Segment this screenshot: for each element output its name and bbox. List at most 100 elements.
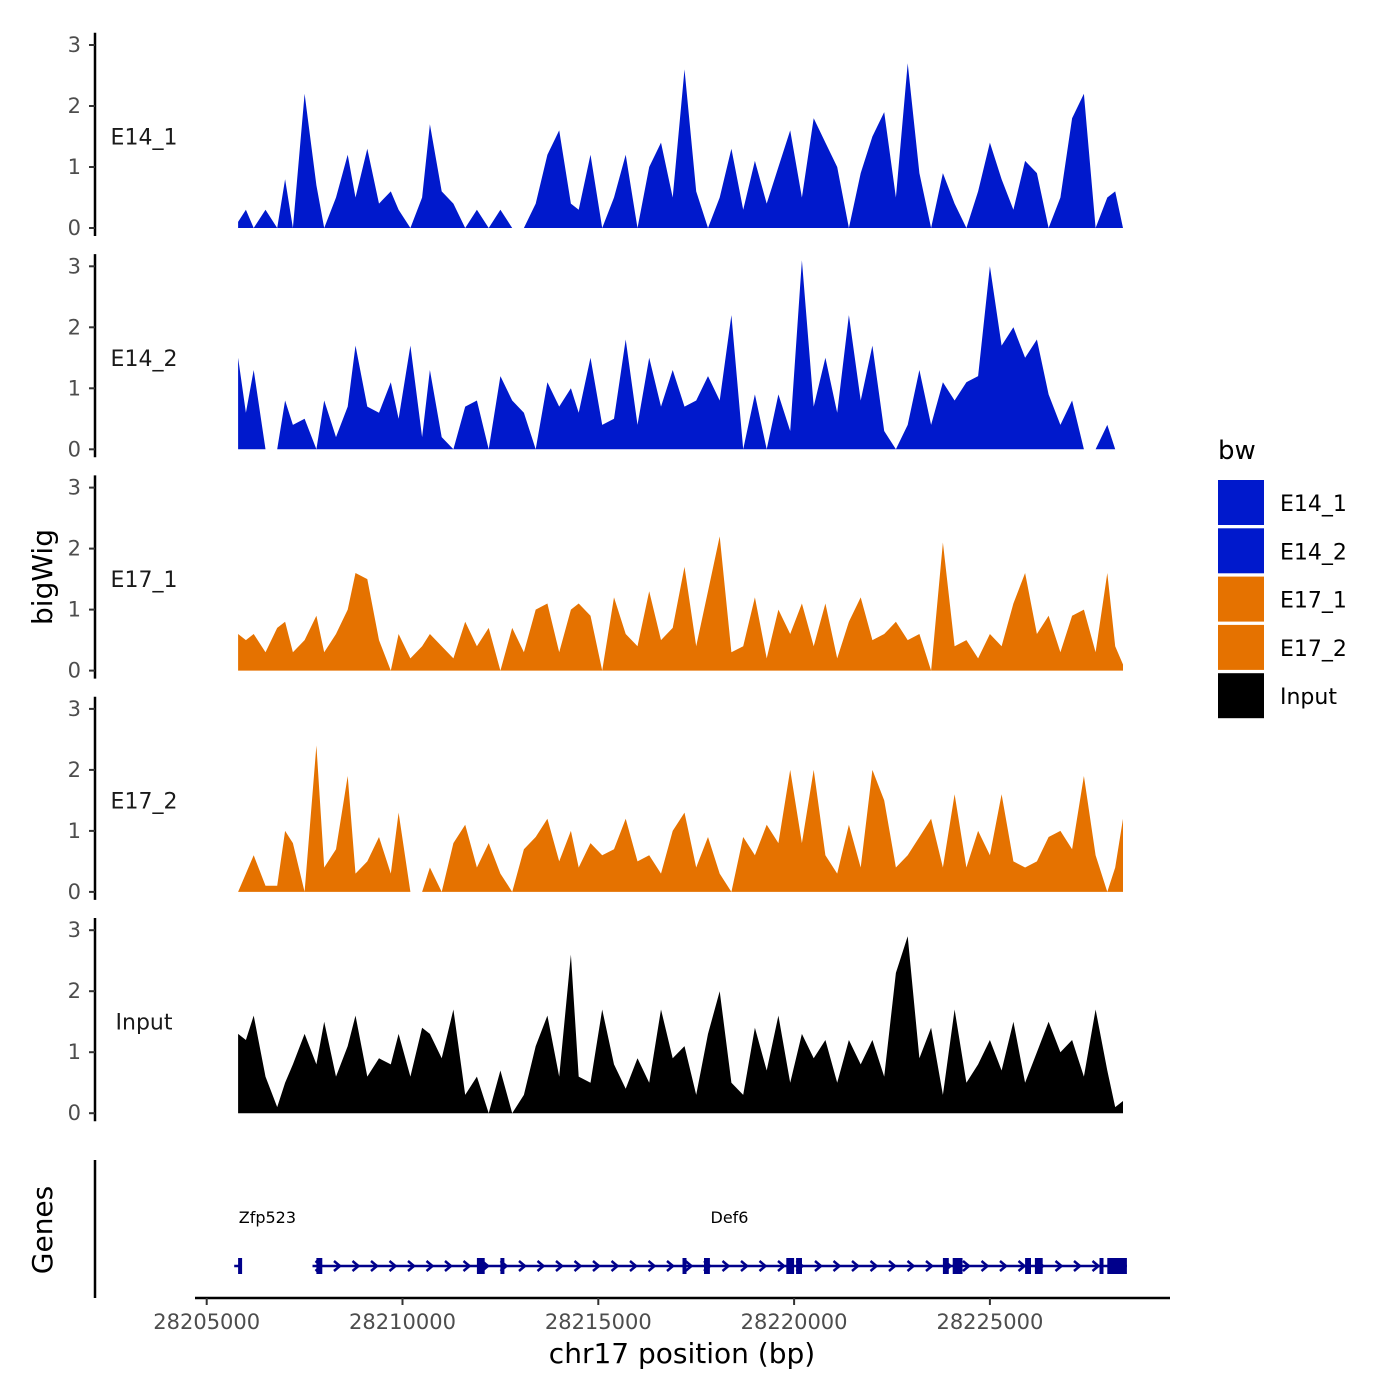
strand-arrow bbox=[758, 1260, 768, 1272]
y-axis-title: bigWig bbox=[26, 529, 59, 625]
exon bbox=[682, 1258, 687, 1274]
gene-Zfp523: Zfp523 bbox=[234, 1208, 296, 1268]
strand-arrow bbox=[814, 1260, 823, 1272]
legend-label: E17_2 bbox=[1280, 637, 1347, 662]
exon bbox=[704, 1258, 710, 1274]
legend-label: Input bbox=[1280, 685, 1337, 710]
strand-arrow bbox=[647, 1260, 657, 1272]
strand-arrow bbox=[370, 1260, 379, 1272]
strand-arrow bbox=[518, 1260, 527, 1272]
strand-arrow bbox=[962, 1260, 971, 1272]
track-E14_2: 0 1 2 3 E14_2 bbox=[68, 254, 1124, 461]
strand-arrow bbox=[777, 1260, 786, 1272]
legend-item-Input: Input bbox=[1218, 673, 1337, 719]
legend: bw E14_1 E14_2 E17_1 E17_2 Input bbox=[1218, 436, 1347, 719]
y-tick-label: 2 bbox=[68, 94, 81, 118]
y-tick-label: 0 bbox=[68, 659, 81, 683]
y-tick-label: 3 bbox=[68, 476, 81, 500]
y-tick-label: 3 bbox=[68, 33, 81, 57]
x-tick-label: 28220000 bbox=[741, 1310, 848, 1334]
exon bbox=[796, 1258, 802, 1274]
legend-item-E17_2: E17_2 bbox=[1218, 624, 1347, 670]
y-tick-label: 0 bbox=[68, 216, 81, 240]
legend-swatch bbox=[1218, 480, 1264, 525]
exon bbox=[476, 1258, 485, 1274]
signal-area-Input bbox=[238, 936, 1124, 1114]
y-tick-label: 0 bbox=[68, 1101, 81, 1125]
strand-arrow bbox=[462, 1260, 472, 1272]
x-axis: 28205000 28210000 28215000 28220000 28225000 bbox=[153, 1296, 1170, 1334]
signal-area-E14_1 bbox=[238, 63, 1124, 228]
track-label-E14_1: E14_1 bbox=[111, 126, 178, 151]
y-tick-label: 0 bbox=[68, 880, 81, 904]
track-E14_1: 0 1 2 3 E14_1 bbox=[68, 32, 1124, 240]
strand-arrow bbox=[573, 1260, 583, 1272]
track-label-E17_1: E17_1 bbox=[111, 568, 178, 593]
strand-arrow bbox=[832, 1260, 842, 1272]
legend-title: bw bbox=[1218, 436, 1256, 466]
gene-label-Def6: Def6 bbox=[711, 1208, 749, 1227]
y-tick-label: 1 bbox=[68, 155, 81, 179]
strand-arrow bbox=[851, 1260, 860, 1272]
legend-label: E17_1 bbox=[1280, 589, 1347, 614]
legend-swatch bbox=[1218, 624, 1264, 670]
strand-arrow bbox=[351, 1260, 361, 1272]
x-tick-label: 28225000 bbox=[936, 1310, 1043, 1334]
y-tick-label: 0 bbox=[68, 437, 81, 461]
signal-area-E14_2 bbox=[238, 260, 1124, 450]
track-label-E14_2: E14_2 bbox=[111, 347, 178, 372]
strand-arrow bbox=[425, 1260, 435, 1272]
exon bbox=[1107, 1258, 1127, 1274]
strand-arrow bbox=[999, 1260, 1008, 1272]
exon bbox=[238, 1258, 243, 1274]
strand-arrow bbox=[1054, 1260, 1064, 1272]
strand-arrow bbox=[610, 1260, 620, 1272]
y-tick-label: 1 bbox=[68, 819, 81, 843]
tracks-layer: 0 1 2 3 E14_1 0 1 2 3 E14_2 0 1 2 3 E17_1 0 1 2 3 E17_2 0 1 2 3… bbox=[68, 32, 1124, 1125]
y-tick-label: 1 bbox=[68, 1040, 81, 1064]
track-E17_2: 0 1 2 3 E17_2 bbox=[68, 696, 1124, 904]
strand-arrow bbox=[1091, 1260, 1101, 1272]
exon bbox=[1025, 1258, 1031, 1274]
exon bbox=[952, 1258, 963, 1274]
legend-item-E17_1: E17_1 bbox=[1218, 576, 1347, 622]
x-axis-title: chr17 position (bp) bbox=[549, 1337, 815, 1370]
exon bbox=[500, 1258, 505, 1274]
signal-area-E17_1 bbox=[238, 536, 1124, 671]
exon bbox=[316, 1258, 323, 1274]
y-tick-label: 2 bbox=[68, 979, 81, 1003]
genes-axis-title: Genes bbox=[26, 1186, 59, 1274]
y-tick-label: 1 bbox=[68, 598, 81, 622]
exon bbox=[786, 1258, 795, 1274]
y-tick-label: 3 bbox=[68, 918, 81, 942]
legend-item-E14_1: E14_1 bbox=[1218, 480, 1347, 525]
legend-swatch bbox=[1218, 528, 1264, 574]
strand-arrow bbox=[555, 1260, 564, 1272]
strand-arrow bbox=[333, 1260, 342, 1272]
legend-label: E14_1 bbox=[1280, 492, 1347, 517]
strand-arrow bbox=[888, 1260, 897, 1272]
x-tick-label: 28210000 bbox=[349, 1310, 456, 1334]
track-label-Input: Input bbox=[116, 1011, 173, 1036]
legend-label: E14_2 bbox=[1280, 540, 1347, 565]
x-tick-label: 28205000 bbox=[153, 1310, 260, 1334]
strand-arrow bbox=[536, 1260, 546, 1272]
y-tick-label: 2 bbox=[68, 758, 81, 782]
exon bbox=[1034, 1258, 1043, 1274]
genes-layer: Zfp523 Def6 bbox=[93, 1160, 1127, 1298]
strand-arrow bbox=[388, 1260, 398, 1272]
strand-arrow bbox=[980, 1260, 990, 1272]
legend-swatch bbox=[1218, 673, 1264, 719]
y-tick-label: 2 bbox=[68, 315, 81, 339]
strand-arrow bbox=[592, 1260, 601, 1272]
exon bbox=[1099, 1258, 1104, 1274]
y-tick-label: 3 bbox=[68, 697, 81, 721]
strand-arrow bbox=[684, 1260, 694, 1272]
y-tick-label: 2 bbox=[68, 537, 81, 561]
strand-arrow bbox=[740, 1260, 749, 1272]
strand-arrow bbox=[925, 1260, 934, 1272]
y-tick-label: 1 bbox=[68, 376, 81, 400]
gene-label-Zfp523: Zfp523 bbox=[239, 1208, 296, 1227]
